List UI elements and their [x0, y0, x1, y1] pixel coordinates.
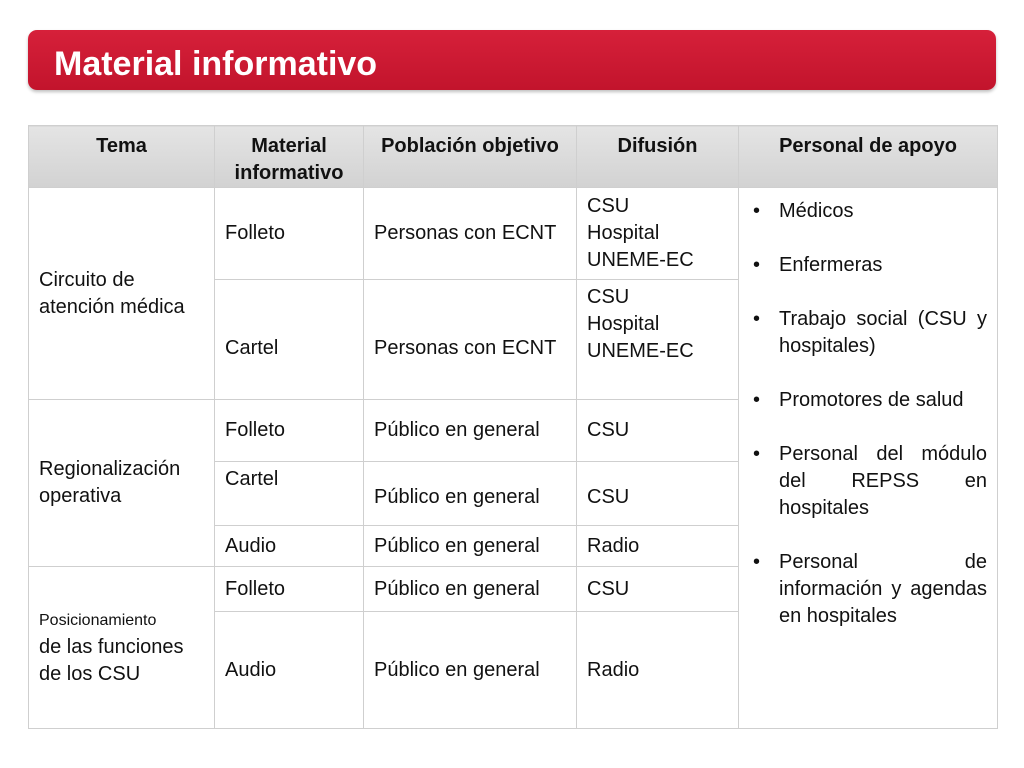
difusion-cell: Radio [576, 525, 739, 567]
tema-cell: Circuito de atención médica [28, 187, 215, 400]
difusion-line: CSU [587, 286, 630, 308]
material-cell: Folleto [214, 399, 364, 462]
table-row: Cartel Personas con ECNT CSU Hospital UN… [29, 279, 998, 400]
poblacion-cell: Personas con ECNT [363, 187, 577, 280]
poblacion-text: Personas con ECNT [374, 337, 557, 359]
material-cell: Cartel [214, 461, 364, 526]
difusion-line: Hospital [587, 313, 660, 335]
header-row: Tema Material informativo Población obje… [28, 125, 998, 188]
list-item: • Personal del módulo del REPSS en hospit… [749, 441, 987, 522]
list-item: • Promotores de salud [749, 387, 987, 414]
list-item: • Enfermeras [749, 252, 987, 279]
poblacion-cell: Público en general [363, 566, 577, 612]
poblacion-cell: Personas con ECNT [363, 279, 577, 400]
table-row: Cartel Público en general CSU [29, 461, 998, 526]
difusion-cell: Radio [576, 611, 739, 729]
list-item-text: Médicos [779, 200, 854, 222]
material-cell: Folleto [214, 187, 364, 280]
poblacion-cell: Público en general [363, 525, 577, 567]
poblacion-cell: Público en general [363, 611, 577, 729]
material-cell: Audio [214, 611, 364, 729]
difusion-line: UNEME-EC [587, 340, 694, 362]
difusion-line: CSU [587, 195, 630, 217]
bullet: • [753, 308, 761, 330]
difusion-line: UNEME-EC [587, 249, 694, 271]
tema-line: de las funciones de los CSU [39, 635, 184, 685]
list-item-text: Personal del módulo del REPSS en hospita… [779, 443, 987, 519]
list-item-text: Promotores de salud [779, 389, 964, 411]
material-table: Tema Material informativo Población obje… [28, 125, 998, 729]
header-material: Material informativo [214, 125, 364, 188]
table-row: Audio Público en general Radio [29, 611, 998, 729]
list-item: • Médicos [749, 198, 987, 225]
personal-apoyo-cell: • Médicos • Enfermeras • Trabajo social (CS… [738, 187, 998, 729]
bullet: • [753, 551, 761, 573]
table-row: Circuito de atención médica Folleto Pers… [28, 187, 998, 729]
personal-apoyo-list: • Médicos • Enfermeras • Trabajo social (CS… [749, 198, 987, 630]
difusion-cell: CSU [576, 566, 739, 612]
header-personal: Personal de apoyo [738, 125, 998, 188]
list-item-text: Enfermeras [779, 254, 883, 276]
slide-title: Material informativo [54, 45, 378, 83]
title-banner: Material informativo [28, 30, 996, 90]
header-tema: Tema [28, 125, 215, 188]
table-row: Audio Público en general Radio [29, 525, 998, 567]
bullet: • [753, 443, 761, 465]
difusion-cell: CSU [576, 461, 739, 526]
bullet: • [753, 389, 761, 411]
difusion-cell: CSU Hospital UNEME-EC [576, 279, 739, 400]
poblacion-cell: Público en general [363, 399, 577, 462]
tema-cell: Posicionamiento de las funciones de los … [28, 566, 215, 729]
header-poblacion: Población objetivo [363, 125, 577, 188]
table-row: Regionalización operativa Folleto Públic… [28, 399, 998, 567]
difusion-cell: CSU Hospital UNEME-EC [576, 187, 739, 280]
list-item: • Personal de información y agendas en ho… [749, 549, 987, 630]
bullet: • [753, 254, 761, 276]
bullet: • [753, 200, 761, 222]
header-difusion: Difusión [576, 125, 739, 188]
material-cell: Folleto [214, 566, 364, 612]
list-item-text: Personal de información y agendas en hos… [779, 551, 987, 627]
tema-cell: Regionalización operativa [28, 399, 215, 567]
list-item: • Trabajo social (CSU y hospitales) [749, 306, 987, 360]
poblacion-cell: Público en general [363, 461, 577, 526]
difusion-line: Hospital [587, 222, 660, 244]
material-cell: Audio [214, 525, 364, 567]
material-cell: Cartel [214, 279, 364, 400]
list-item-text: Trabajo social (CSU y hospitales) [779, 308, 987, 357]
tema-line-small: Posicionamiento [39, 611, 157, 629]
difusion-cell: CSU [576, 399, 739, 462]
